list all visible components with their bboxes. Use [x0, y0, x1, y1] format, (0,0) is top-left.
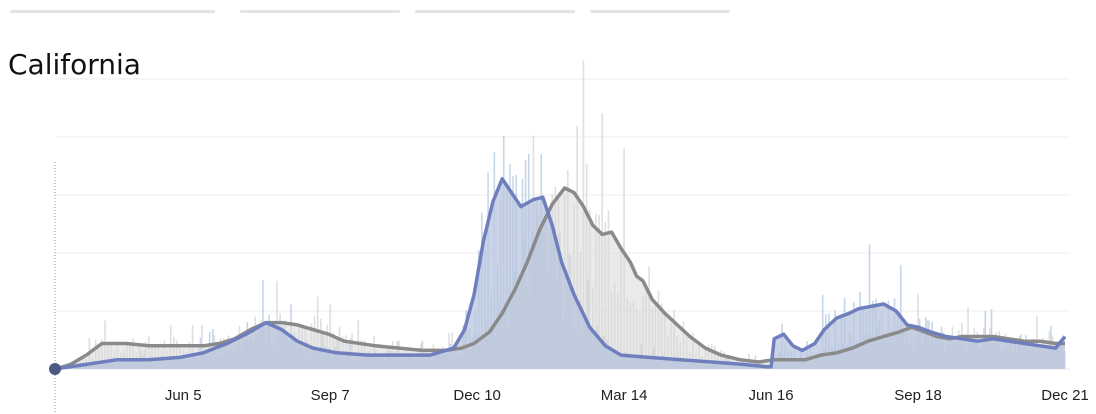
x-tick-label: Mar 14 — [601, 387, 648, 404]
x-tick-label: Dec 10 — [453, 387, 501, 404]
x-tick-label: Jun 5 — [165, 387, 202, 404]
chart-title: California — [8, 48, 141, 81]
x-tick-label: Sep 7 — [311, 387, 350, 404]
deaths-line — [54, 186, 1065, 371]
cases-area — [55, 178, 1065, 369]
x-tick-label: Dec 21 — [1041, 387, 1089, 404]
x-tick-label: Sep 18 — [894, 387, 942, 404]
x-tick-label: Jun 16 — [749, 387, 794, 404]
start-marker — [49, 363, 61, 375]
top-divider-strip — [0, 10, 1096, 14]
cases-line — [54, 177, 1067, 371]
